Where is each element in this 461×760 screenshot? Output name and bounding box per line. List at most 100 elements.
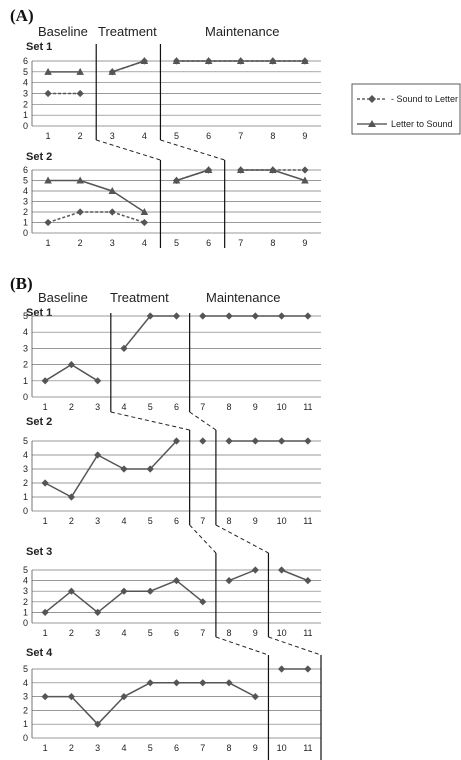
data-point-diamond	[146, 587, 154, 595]
legend-label-letter-to-sound: Letter to Sound	[391, 119, 453, 129]
data-point-diamond	[251, 566, 259, 574]
x-tick-label: 5	[148, 516, 153, 526]
x-tick-label: 10	[277, 402, 287, 412]
data-point-triangle	[172, 57, 181, 64]
x-tick-label: 4	[121, 402, 126, 412]
x-tick-label: 4	[121, 743, 126, 753]
x-tick-label: 6	[174, 516, 179, 526]
chart-title: Set 2	[26, 416, 52, 428]
series-line-segment	[97, 696, 125, 725]
y-tick-label: 4	[23, 78, 28, 88]
series-line-segment	[70, 696, 99, 725]
data-point-diamond	[67, 693, 76, 701]
phase-label-treatment-a: Treatment	[98, 24, 157, 39]
x-tick-label: 8	[227, 628, 232, 638]
series-line-segment	[272, 169, 306, 182]
x-tick-label: 6	[174, 402, 179, 412]
y-tick-label: 1	[23, 719, 28, 729]
y-tick-label: 2	[23, 597, 28, 607]
x-tick-label: 9	[253, 743, 258, 753]
data-point-diamond	[120, 344, 128, 352]
x-tick-label: 4	[121, 628, 126, 638]
y-tick-label: 0	[23, 618, 28, 628]
phase-label-maintenance-a: Maintenance	[205, 24, 279, 39]
x-tick-label: 7	[238, 131, 243, 141]
legend-diamond-marker	[368, 95, 376, 103]
data-point-triangle	[172, 176, 181, 184]
x-tick-label: 2	[69, 516, 74, 526]
x-tick-label: 1	[46, 131, 51, 141]
y-tick-label: 1	[23, 492, 28, 502]
data-point-diamond	[120, 587, 128, 595]
data-point-triangle	[301, 57, 309, 64]
x-tick-label: 6	[174, 743, 179, 753]
x-tick-label: 6	[206, 238, 211, 248]
data-point-diamond	[41, 693, 49, 701]
x-tick-label: 10	[277, 628, 287, 638]
series-line-segment	[228, 569, 256, 582]
y-tick-label: 0	[23, 733, 28, 743]
data-point-triangle	[269, 57, 277, 64]
series-line-segment	[281, 569, 309, 582]
data-point-diamond	[140, 218, 148, 227]
data-point-diamond	[225, 679, 233, 687]
series-line-segment	[70, 454, 99, 498]
series-line-segment	[176, 169, 209, 182]
x-tick-label: 6	[206, 131, 211, 141]
y-tick-label: 5	[23, 67, 28, 77]
x-tick-label: 2	[78, 131, 83, 141]
series-line-segment	[44, 363, 72, 382]
data-point-diamond	[304, 312, 312, 320]
data-point-diamond	[41, 377, 49, 385]
data-point-triangle	[301, 176, 309, 184]
data-point-triangle	[108, 67, 117, 75]
data-point-diamond	[67, 493, 76, 501]
series-line-segment	[112, 211, 145, 224]
data-point-triangle	[269, 166, 277, 173]
data-point-triangle	[204, 57, 213, 64]
data-point-diamond	[172, 437, 181, 445]
y-tick-label: 3	[23, 197, 28, 207]
x-tick-label: 8	[270, 238, 275, 248]
data-point-diamond	[67, 361, 76, 369]
y-tick-label: 5	[23, 311, 28, 321]
y-tick-label: 4	[23, 327, 28, 337]
data-point-diamond	[277, 437, 286, 445]
chart-title: Set 4	[26, 647, 53, 659]
data-point-diamond	[304, 577, 312, 585]
series-line-segment	[123, 682, 151, 698]
y-tick-label: 5	[23, 436, 28, 446]
x-tick-label: 5	[148, 628, 153, 638]
y-tick-label: 3	[23, 692, 28, 702]
legend-box	[351, 83, 461, 135]
series-line-segment	[97, 454, 125, 470]
data-point-diamond	[199, 437, 207, 445]
phase-connector-line	[96, 139, 161, 161]
series-line-segment	[176, 580, 204, 603]
chart-4: Set 2 0 1 2 3 4 5 1 2 3 4 5 6 7 8 9 10 11	[23, 416, 321, 526]
y-tick-label: 1	[23, 218, 28, 228]
chart-6: Set 4 0 1 2 3 4 5 1 2 3 4 5 6 7 8 9 10 11	[23, 647, 322, 760]
x-tick-label: 9	[302, 238, 307, 248]
data-point-diamond	[94, 608, 102, 616]
x-tick-label: 1	[46, 238, 51, 248]
data-point-diamond	[108, 208, 116, 216]
data-point-diamond	[304, 665, 312, 673]
data-point-diamond	[172, 577, 181, 585]
y-tick-label: 0	[23, 506, 28, 516]
chart-title: Set 2	[26, 151, 52, 163]
data-point-diamond	[94, 451, 102, 459]
x-tick-label: 9	[253, 516, 258, 526]
data-point-diamond	[172, 312, 181, 320]
x-tick-label: 3	[95, 516, 100, 526]
data-point-diamond	[41, 608, 49, 616]
data-point-diamond	[251, 693, 259, 701]
x-tick-label: 9	[253, 402, 258, 412]
y-tick-label: 2	[23, 99, 28, 109]
y-tick-label: 2	[23, 478, 28, 488]
data-point-diamond	[94, 377, 102, 385]
chart-3: Set 1 0 1 2 3 4 5 1 2 3 4 5 6 7 8 9 10 11	[23, 307, 321, 412]
x-tick-label: 1	[43, 402, 48, 412]
